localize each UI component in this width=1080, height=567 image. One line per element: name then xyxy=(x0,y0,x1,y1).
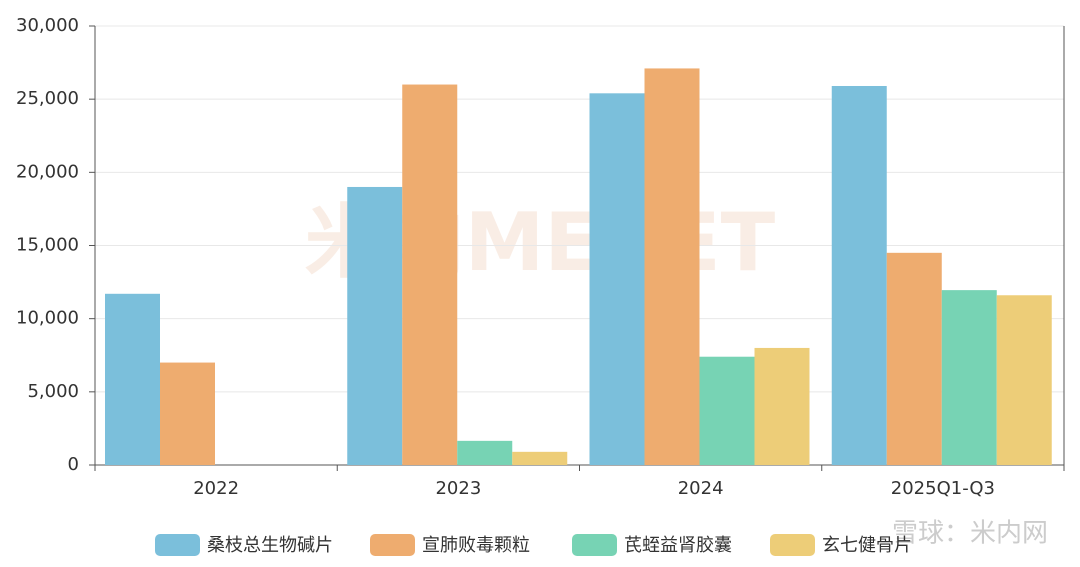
bar xyxy=(831,85,887,465)
legend-swatch xyxy=(155,534,200,556)
bar xyxy=(457,440,513,465)
legend-label: 芪蛭益肾胶囊 xyxy=(624,535,732,556)
x-tick-label: 2023 xyxy=(435,478,481,499)
y-tick-label: 20,000 xyxy=(16,161,79,182)
bar xyxy=(996,295,1052,465)
bar xyxy=(347,186,403,465)
bar xyxy=(699,356,755,465)
bar xyxy=(589,93,645,466)
y-tick-label: 15,000 xyxy=(16,235,79,256)
legend-swatch xyxy=(370,534,415,556)
bar xyxy=(644,68,700,465)
y-tick-label: 10,000 xyxy=(16,308,79,329)
bar xyxy=(512,451,568,465)
bar xyxy=(754,347,810,465)
source-mark: 雪球：米内网 xyxy=(892,519,1048,549)
bar xyxy=(402,84,458,466)
x-tick-label: 2022 xyxy=(193,478,239,499)
legend-label: 玄七健骨片 xyxy=(822,535,912,556)
y-tick-label: 0 xyxy=(68,454,79,475)
legend-label: 宣肺败毒颗粒 xyxy=(422,535,530,556)
legend-label: 桑枝总生物碱片 xyxy=(207,535,333,556)
x-tick-label: 2025Q1-Q3 xyxy=(891,478,995,499)
bar xyxy=(941,290,997,465)
bar xyxy=(160,362,215,465)
y-tick-label: 5,000 xyxy=(27,381,79,402)
y-tick-label: 25,000 xyxy=(16,88,79,109)
x-tick-label: 2024 xyxy=(678,478,724,499)
legend-swatch xyxy=(770,534,815,556)
bar xyxy=(105,293,160,465)
bar xyxy=(886,252,942,465)
legend-swatch xyxy=(572,534,617,556)
y-tick-label: 30,000 xyxy=(16,15,79,36)
